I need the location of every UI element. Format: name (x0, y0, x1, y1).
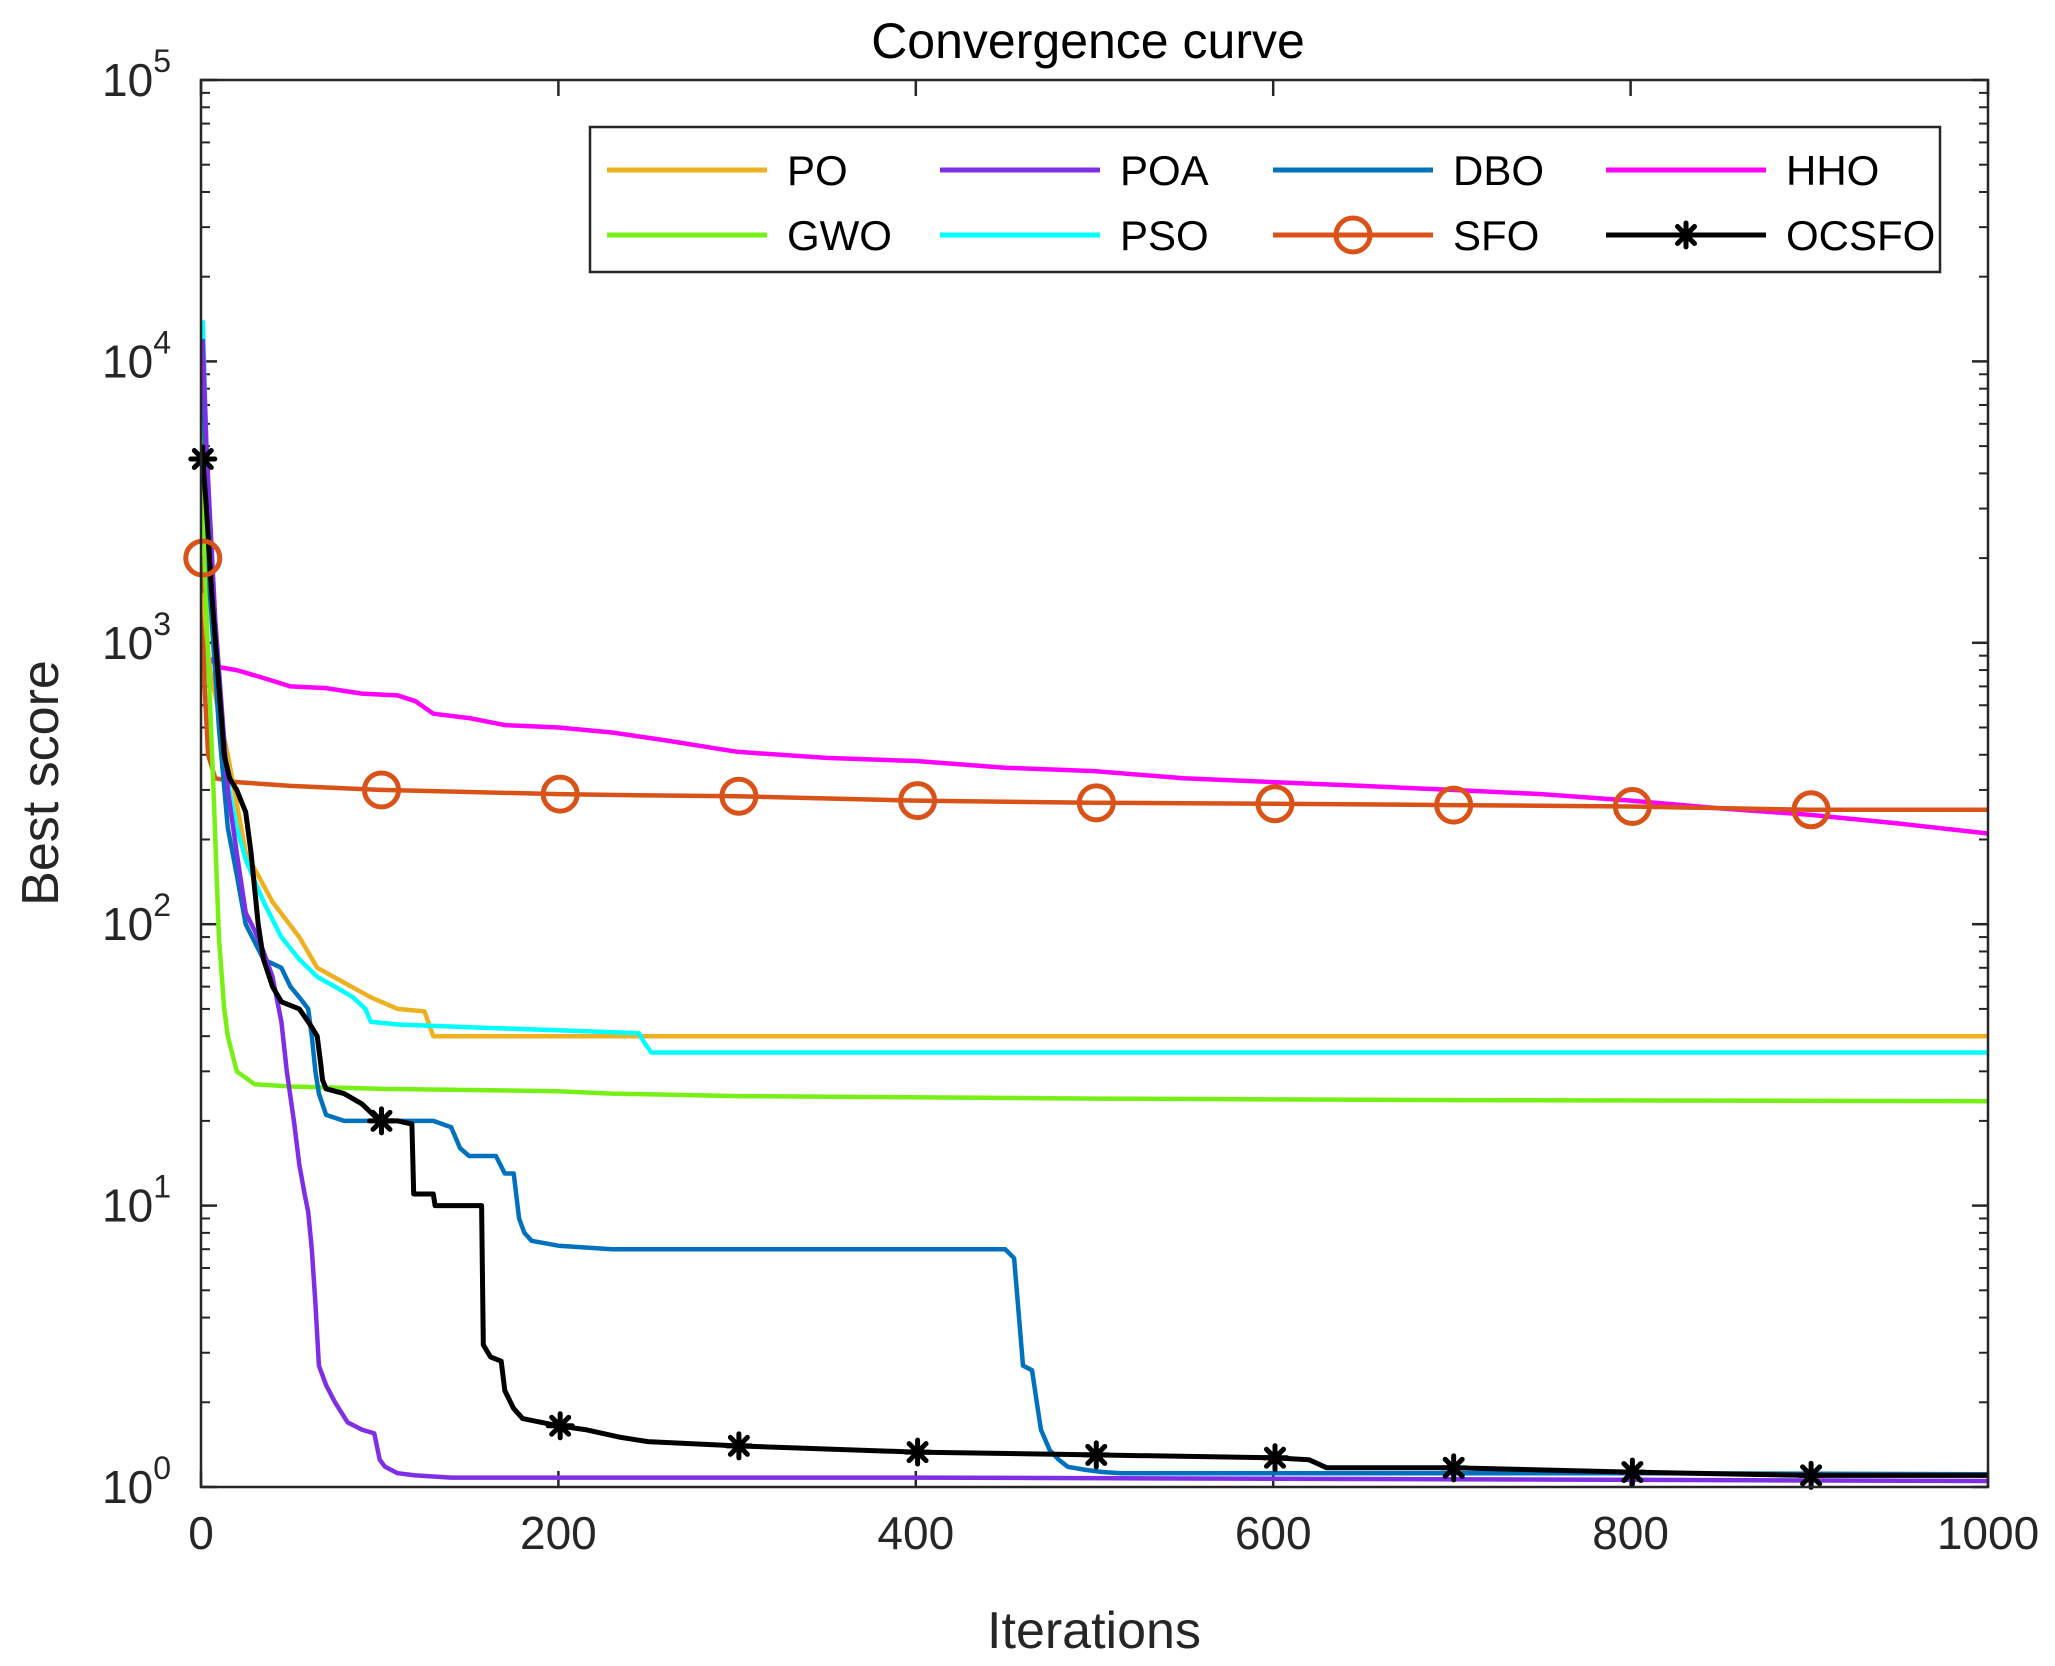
x-tick-label: 1000 (1937, 1507, 2039, 1559)
legend-label: GWO (787, 212, 892, 259)
legend-entry-ocsfo: OCSFO (1606, 212, 1935, 259)
marker-ocsfo (188, 444, 218, 474)
y-tick-label: 100 (102, 1450, 171, 1513)
marker-sfo (183, 538, 223, 578)
legend-entry-pso: PSO (940, 212, 1209, 259)
x-tick-label: 800 (1592, 1507, 1669, 1559)
y-tick-base: 10 (102, 1461, 153, 1513)
x-tick-label: 600 (1235, 1507, 1312, 1559)
series-line-poa (201, 339, 1988, 1484)
y-tick-label: 104 (102, 324, 171, 387)
legend-marker (1671, 220, 1701, 250)
y-tick-exponent: 3 (153, 606, 171, 642)
legend-entry-gwo: GWO (607, 212, 892, 259)
y-tick-exponent: 4 (153, 324, 171, 360)
y-tick-label: 101 (102, 1169, 171, 1232)
x-tick-label: 400 (877, 1507, 954, 1559)
marker-sfo (1076, 783, 1116, 823)
marker-ocsfo (366, 1106, 396, 1136)
y-tick-exponent: 0 (153, 1450, 171, 1486)
y-tick-base: 10 (102, 898, 153, 950)
legend-marker (1333, 215, 1373, 255)
y-tick-base: 10 (102, 617, 153, 669)
y-tick-exponent: 1 (153, 1169, 171, 1205)
y-tick-base: 10 (102, 54, 153, 106)
marker-sfo (1255, 784, 1295, 824)
marker-ocsfo (1796, 1460, 1826, 1490)
marker-sfo (1612, 786, 1652, 826)
marker-sfo (1434, 785, 1474, 825)
legend-label: SFO (1453, 212, 1539, 259)
y-tick-exponent: 2 (153, 887, 171, 923)
marker-ocsfo (1081, 1440, 1111, 1470)
y-tick-base: 10 (102, 1180, 153, 1232)
x-tick-label: 200 (520, 1507, 597, 1559)
legend-label: OCSFO (1786, 212, 1935, 259)
y-tick-exponent: 5 (153, 43, 171, 79)
marker-ocsfo (1439, 1453, 1469, 1483)
legend: PO POA DBO HHO GWO PSO SFO OCSFO (588, 125, 1942, 274)
series-line-gwo (201, 374, 1988, 1104)
x-tick-labels: 0 200 400 600 800 1000 (188, 1507, 2039, 1559)
legend-label: DBO (1453, 147, 1544, 194)
marker-ocsfo (1617, 1457, 1647, 1487)
legend-label: POA (1120, 147, 1209, 194)
y-tick-label: 103 (102, 606, 171, 669)
plot-frame (199, 78, 1990, 1489)
y-tick-label: 105 (102, 43, 171, 106)
legend-entry-dbo: DBO (1273, 147, 1544, 194)
y-tick-label: 102 (102, 887, 171, 950)
x-axis-label: Iterations (987, 1602, 1201, 1660)
legend-entry-poa: POA (940, 147, 1209, 194)
legend-entry-hho: HHO (1606, 147, 1879, 194)
series-line-po (201, 592, 1988, 1039)
marker-ocsfo (903, 1437, 933, 1467)
series-line-hho (201, 558, 1988, 836)
marker-ocsfo (724, 1431, 754, 1461)
legend-label: PO (787, 147, 848, 194)
marker-sfo (898, 781, 938, 821)
chart-title: Convergence curve (871, 13, 1305, 69)
x-tick-label: 0 (188, 1507, 214, 1559)
legend-label: PSO (1120, 212, 1209, 259)
marker-ocsfo (1260, 1443, 1290, 1473)
legend-entry-sfo: SFO (1273, 212, 1539, 259)
marker-sfo (361, 770, 401, 810)
marker-sfo (719, 776, 759, 816)
marker-sfo (1791, 790, 1831, 830)
marker-sfo (540, 774, 580, 814)
series-line-ocsfo (201, 458, 1988, 1478)
legend-box (588, 125, 1942, 274)
series-layer (201, 320, 1988, 1484)
legend-entry-po: PO (607, 147, 848, 194)
legend-label: HHO (1786, 147, 1879, 194)
marker-layer (183, 444, 1831, 1490)
y-tick-base: 10 (102, 335, 153, 387)
marker-ocsfo (545, 1411, 575, 1441)
y-axis-label: Best score (12, 660, 70, 906)
